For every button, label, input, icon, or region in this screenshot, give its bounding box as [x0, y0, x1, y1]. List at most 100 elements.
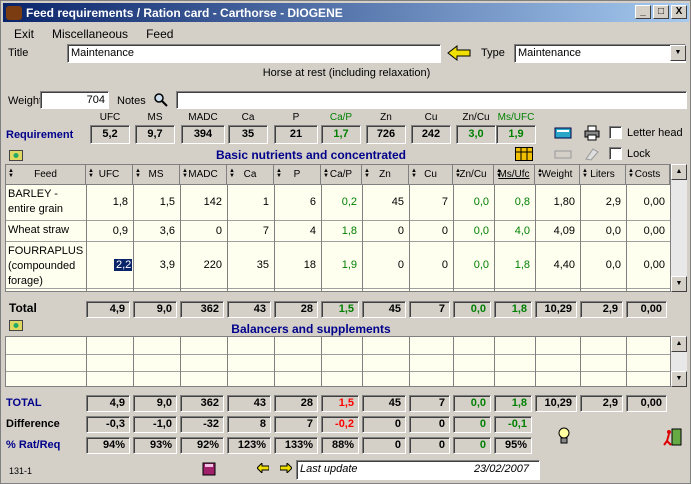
column-header[interactable]: ▲ ▼ Zn — [362, 165, 409, 185]
table-cell[interactable]: 45 — [391, 196, 404, 208]
table-row[interactable]: Wheat straw 0,9 3,6 0 7 4 1,8 0 0 0,0 4,0 4,09 0,0 0,… — [6, 221, 670, 242]
exit-door-icon[interactable] — [663, 427, 683, 447]
sort-icon[interactable]: ▲ ▼ — [628, 168, 634, 179]
table-cell[interactable]: 0,0 — [473, 224, 489, 237]
table-cell[interactable]: 1,8 — [341, 224, 357, 237]
scroll-up-icon[interactable]: ▲ — [671, 336, 687, 352]
table-cell[interactable]: 0 — [397, 258, 404, 271]
column-header[interactable]: ▲ ▼ MS — [133, 165, 180, 185]
table-cell[interactable]: 0,00 — [643, 196, 665, 208]
table-cell[interactable]: 4,40 — [553, 258, 575, 271]
table-cell[interactable]: 3,6 — [159, 224, 175, 237]
table-cell[interactable]: 0,9 — [112, 224, 128, 237]
sort-icon[interactable]: ▲ ▼ — [364, 168, 370, 179]
column-header[interactable]: ▲ ▼ P — [274, 165, 321, 185]
table-cell[interactable]: 0 — [441, 224, 448, 237]
cart-icon[interactable] — [554, 148, 572, 160]
arrow-right-icon[interactable] — [279, 461, 293, 475]
menu-miscellaneous[interactable]: Miscellaneous — [52, 27, 129, 41]
sort-icon[interactable]: ▲ ▼ — [276, 168, 282, 179]
column-header[interactable]: ▲ ▼ Feed — [6, 165, 86, 185]
money-icon[interactable] — [9, 320, 23, 331]
table-cell[interactable]: 2,2 — [114, 258, 132, 271]
column-header[interactable]: ▲ ▼ Costs — [626, 165, 670, 185]
table-cell[interactable]: 1,5 — [159, 196, 175, 208]
table-row[interactable]: FOURRAPLUS (compounded forage) 2,2 3,9 220 3… — [6, 242, 670, 289]
table-cell[interactable]: 0,2 — [341, 196, 357, 208]
table-cell[interactable]: 4,09 — [553, 224, 575, 237]
table-cell[interactable]: 0,00 — [643, 224, 665, 237]
sort-icon[interactable]: ▲ ▼ — [88, 168, 94, 179]
table-cell[interactable]: 3,9 — [159, 258, 175, 271]
close-button[interactable]: X — [671, 5, 687, 19]
table-cell[interactable]: 35 — [256, 258, 269, 271]
lightbulb-icon[interactable] — [558, 427, 570, 445]
basic-table-scrollbar[interactable]: ▲ ▼ — [671, 164, 687, 292]
table-cell[interactable]: 4 — [309, 224, 316, 237]
sort-icon[interactable]: ▲ ▼ — [582, 168, 588, 179]
menu-exit[interactable]: Exit — [14, 27, 35, 41]
table-cell[interactable]: 0,0 — [473, 258, 489, 271]
letter-head-checkbox[interactable] — [609, 126, 622, 139]
table-cell[interactable]: 0,8 — [514, 196, 530, 208]
sort-icon[interactable]: ▲ ▼ — [135, 168, 141, 179]
table-cell[interactable]: 7 — [262, 224, 269, 237]
maximize-button[interactable]: □ — [653, 5, 669, 19]
table-cell[interactable]: 0 — [397, 224, 404, 237]
column-header[interactable]: ▲ ▼ Ca/P — [321, 165, 362, 185]
table-cell[interactable]: 1,80 — [553, 196, 575, 208]
table-cell[interactable]: 220 — [203, 258, 222, 271]
sort-icon[interactable]: ▲ ▼ — [182, 168, 188, 179]
sort-icon[interactable]: ▲ ▼ — [323, 168, 329, 179]
column-header[interactable]: ▲ ▼ MADC — [180, 165, 227, 185]
table-cell[interactable]: 7 — [441, 196, 448, 208]
search-icon[interactable] — [153, 92, 169, 108]
table-cell[interactable]: 0 — [215, 224, 222, 237]
table-row[interactable]: BARLEY - entire grain 1,8 1,5 142 1 6 0,2 45 7 0,… — [6, 185, 670, 221]
column-header[interactable]: ▲ ▼ Zn/Cu — [453, 165, 494, 185]
sort-icon[interactable]: ▲ ▼ — [411, 168, 417, 179]
printer-icon[interactable] — [584, 125, 600, 141]
balancers-table-scrollbar[interactable]: ▲ ▼ — [671, 336, 687, 387]
table-cell[interactable]: 1,8 — [514, 258, 530, 271]
column-header[interactable]: ▲ ▼ Weight — [535, 165, 580, 185]
table-cell[interactable]: 1,9 — [341, 258, 357, 271]
scroll-down-icon[interactable]: ▼ — [671, 276, 687, 292]
column-header[interactable]: ▲ ▼ Cu — [409, 165, 453, 185]
table-cell[interactable]: 142 — [203, 196, 222, 208]
table-cell[interactable]: 0,0 — [605, 258, 621, 271]
sort-icon[interactable]: ▲ ▼ — [229, 168, 235, 179]
menu-feed[interactable]: Feed — [146, 27, 174, 41]
sort-icon[interactable]: ▲ ▼ — [496, 168, 502, 179]
eraser-icon[interactable] — [584, 147, 600, 161]
chevron-down-icon[interactable]: ▼ — [670, 45, 686, 61]
feed-name[interactable]: FOURRAPLUS (compounded forage) — [8, 245, 84, 287]
table-cell[interactable]: 0,0 — [605, 224, 621, 237]
table-cell[interactable]: 1 — [262, 196, 269, 208]
notes-input[interactable] — [176, 91, 687, 109]
lock-checkbox[interactable] — [609, 147, 622, 160]
table-cell[interactable]: 18 — [303, 258, 316, 271]
arrow-left-icon[interactable] — [256, 461, 270, 475]
table-grid-icon[interactable] — [515, 147, 533, 161]
sort-icon[interactable]: ▲ ▼ — [8, 168, 14, 179]
table-cell[interactable]: 6 — [309, 196, 316, 208]
column-header[interactable]: ▲ ▼ Ca — [227, 165, 274, 185]
sort-icon[interactable]: ▲ ▼ — [455, 168, 461, 179]
scroll-down-icon[interactable]: ▼ — [671, 371, 687, 387]
column-header[interactable]: ▲ ▼ Ms/Ufc — [494, 165, 535, 185]
weight-input[interactable]: 704 — [40, 91, 109, 109]
type-select[interactable]: Maintenance — [514, 44, 686, 63]
column-header[interactable]: ▲ ▼ Liters — [580, 165, 626, 185]
feed-name[interactable]: BARLEY - entire grain — [8, 188, 64, 215]
table-cell[interactable]: 0,0 — [473, 196, 489, 208]
money-icon[interactable] — [9, 150, 23, 161]
table-cell[interactable]: 0 — [441, 258, 448, 271]
column-header[interactable]: ▲ ▼ UFC — [86, 165, 133, 185]
calculator-icon[interactable] — [554, 126, 572, 140]
scroll-up-icon[interactable]: ▲ — [671, 164, 687, 180]
table-cell[interactable]: 4,0 — [514, 224, 530, 237]
book-icon[interactable] — [201, 461, 217, 477]
table-cell[interactable]: 1,8 — [112, 196, 128, 208]
minimize-button[interactable]: _ — [635, 5, 651, 19]
